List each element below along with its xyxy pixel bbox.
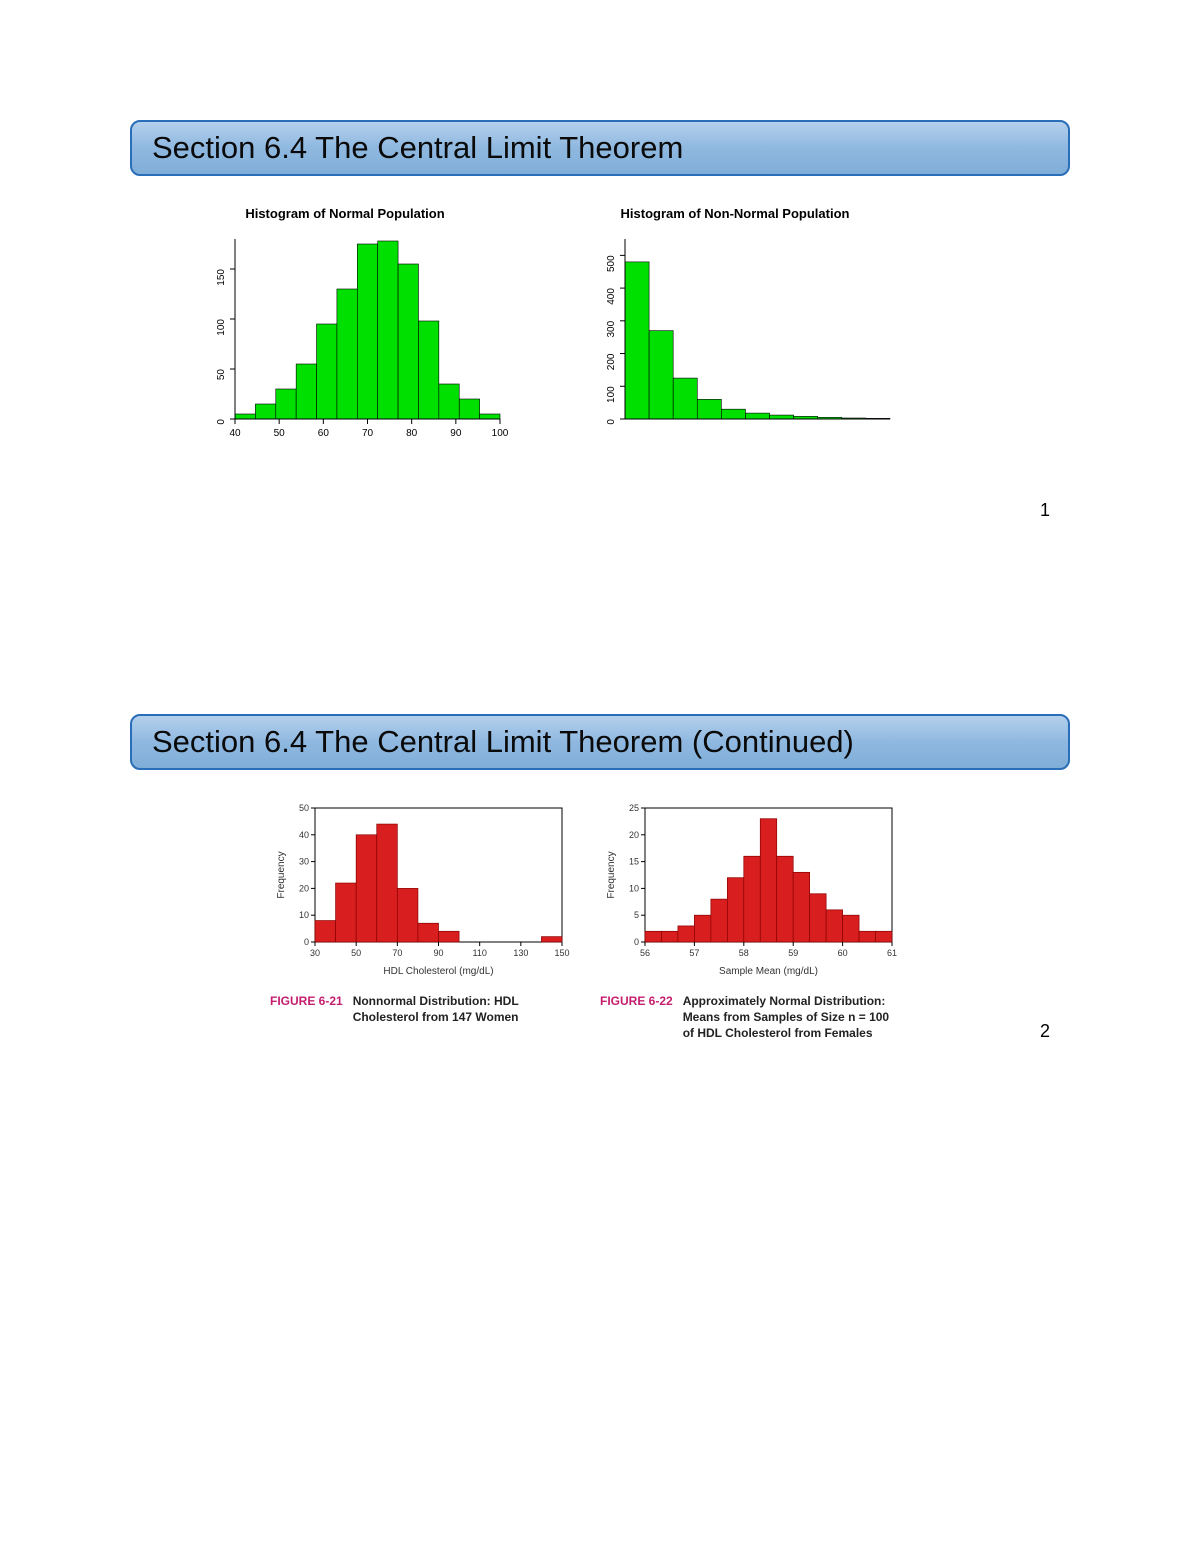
section-header-2: Section 6.4 The Central Limit Theorem (C… <box>130 714 1070 770</box>
svg-text:50: 50 <box>351 948 361 958</box>
svg-text:40: 40 <box>299 830 309 840</box>
chart-normal-population: Histogram of Normal Population 0 50 100 150… <box>180 206 510 454</box>
svg-text:20: 20 <box>299 883 309 893</box>
charts-row-1: Histogram of Normal Population 0 50 100 150… <box>180 206 1070 454</box>
figure-text: Approximately Normal Distribution: Means… <box>683 993 900 1042</box>
svg-text:100: 100 <box>492 428 509 439</box>
svg-text:61: 61 <box>887 948 897 958</box>
svg-text:100: 100 <box>606 386 617 403</box>
svg-text:90: 90 <box>433 948 443 958</box>
figure-6-22-block: 0 5 10 15 20 25 Frequency 56 57 58 59 60 61 Sample Me… <box>600 800 900 1042</box>
figure-6-22-chart: 0 5 10 15 20 25 Frequency 56 57 58 59 60 61 Sample Me… <box>600 800 900 980</box>
figure-label: FIGURE 6-22 <box>600 993 673 1042</box>
svg-text:60: 60 <box>838 948 848 958</box>
svg-text:50: 50 <box>216 369 227 381</box>
figure-6-22-caption: FIGURE 6-22 Approximately Normal Distrib… <box>600 993 900 1042</box>
figure-row: 01020304050Frequency30507090110130150HDL… <box>270 800 1070 1042</box>
svg-text:60: 60 <box>318 428 330 439</box>
figure-6-21-chart: 0 10 20 30 40 50 Frequency 30 50 70 90 110 130 150 HDL… <box>270 800 570 980</box>
svg-text:25: 25 <box>629 803 639 813</box>
figure-label: FIGURE 6-21 <box>270 993 343 1025</box>
svg-text:0: 0 <box>606 419 617 425</box>
chart-nonnormal-population: Histogram of Non-Normal Population 0 100 2… <box>570 206 900 454</box>
svg-text:50: 50 <box>274 428 286 439</box>
svg-text:150: 150 <box>554 948 569 958</box>
svg-text:40: 40 <box>229 428 241 439</box>
svg-text:10: 10 <box>629 883 639 893</box>
svg-text:0: 0 <box>216 419 227 425</box>
svg-text:80: 80 <box>406 428 418 439</box>
slide-2: Section 6.4 The Central Limit Theorem (C… <box>0 514 1200 1102</box>
figure-text: Nonnormal Distribution: HDL Cholesterol … <box>353 993 570 1025</box>
section-header-1: Section 6.4 The Central Limit Theorem <box>130 120 1070 176</box>
svg-text:400: 400 <box>606 288 617 305</box>
svg-text:20: 20 <box>629 830 639 840</box>
svg-text:110: 110 <box>472 948 486 958</box>
svg-text:200: 200 <box>606 353 617 370</box>
svg-text:90: 90 <box>450 428 462 439</box>
svg-text:Frequency: Frequency <box>276 851 287 898</box>
page-number-2: 2 <box>1040 1021 1050 1042</box>
histogram-nonnormal: 0 100 200 300 400 500 <box>570 229 900 449</box>
svg-text:Frequency: Frequency <box>606 851 617 898</box>
svg-text:59: 59 <box>788 948 798 958</box>
svg-text:5: 5 <box>634 910 639 920</box>
svg-text:300: 300 <box>606 320 617 337</box>
svg-text:56: 56 <box>640 948 650 958</box>
svg-text:0: 0 <box>304 937 309 947</box>
svg-text:100: 100 <box>216 319 227 336</box>
slide-1: Section 6.4 The Central Limit Theorem Hi… <box>0 0 1200 514</box>
svg-text:30: 30 <box>310 948 320 958</box>
svg-text:Sample Mean (mg/dL): Sample Mean (mg/dL) <box>719 966 818 977</box>
svg-text:0: 0 <box>634 937 639 947</box>
svg-text:150: 150 <box>216 269 227 286</box>
svg-text:30: 30 <box>299 857 309 867</box>
histogram-normal: 0 50 100 150 40 50 60 70 80 90 100 <box>180 229 510 449</box>
svg-text:130: 130 <box>513 948 528 958</box>
chart-title-a: Histogram of Normal Population <box>180 206 510 221</box>
figure-6-21-block: 0 10 20 30 40 50 Frequency 30 50 70 90 110 130 150 HDL… <box>270 800 570 1042</box>
svg-text:15: 15 <box>629 857 639 867</box>
figure-6-21-caption: FIGURE 6-21 Nonnormal Distribution: HDL … <box>270 993 570 1025</box>
svg-text:HDL Cholesterol (mg/dL): HDL Cholesterol (mg/dL) <box>383 966 493 977</box>
svg-text:10: 10 <box>299 910 309 920</box>
svg-text:57: 57 <box>689 948 699 958</box>
svg-text:50: 50 <box>299 803 309 813</box>
svg-text:70: 70 <box>392 948 402 958</box>
svg-text:58: 58 <box>739 948 749 958</box>
chart-title-b: Histogram of Non-Normal Population <box>570 206 900 221</box>
svg-text:70: 70 <box>362 428 374 439</box>
svg-text:500: 500 <box>606 255 617 272</box>
